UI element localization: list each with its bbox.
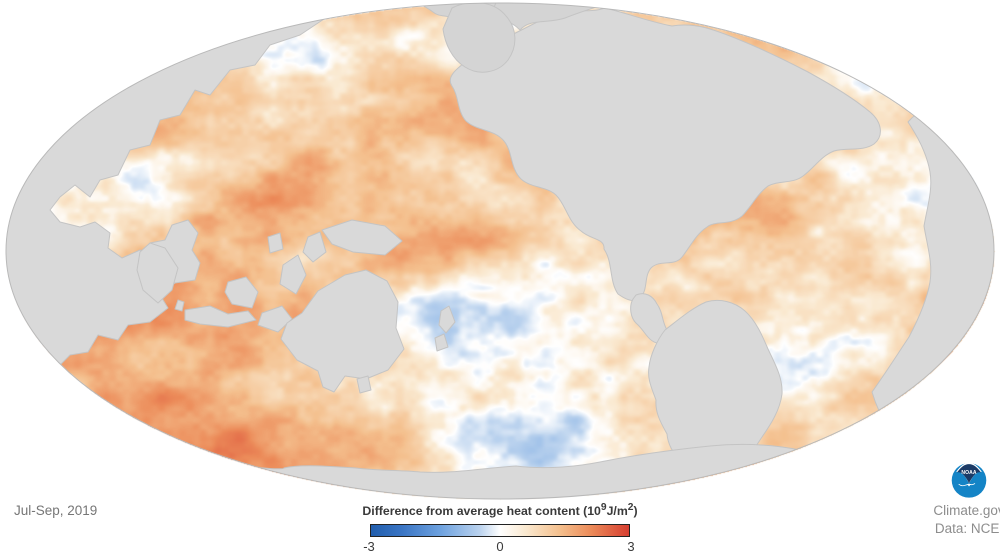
svg-text:NOAA: NOAA xyxy=(961,470,977,476)
